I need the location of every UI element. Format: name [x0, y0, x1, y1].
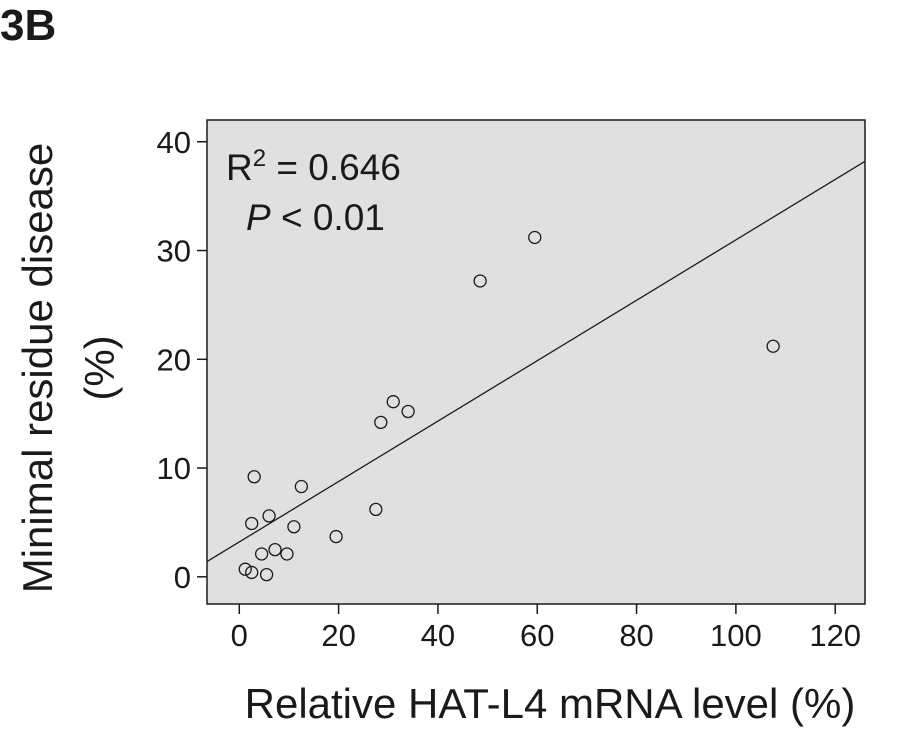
p-value: < 0.01 [271, 197, 385, 238]
y-tick-label-10: 10 [157, 451, 191, 486]
data-point-19 [766, 339, 780, 353]
data-point-16 [401, 404, 415, 419]
y-tick-label-40: 40 [157, 125, 191, 160]
fit-line-group [206, 160, 866, 563]
x-tick-label-40: 40 [421, 618, 455, 653]
x-tick-label-120: 120 [809, 618, 861, 653]
data-point-6 [280, 547, 294, 561]
x-axis: 0 20 40 60 80 100 120 [231, 604, 861, 653]
y-axis-title-line2: (%) [76, 335, 123, 400]
x-tick-label-20: 20 [321, 618, 355, 653]
data-point-18 [528, 230, 542, 245]
panel-label: 3B [0, 1, 57, 50]
data-point-12 [329, 529, 343, 544]
data-point-13 [369, 502, 383, 517]
points-group [238, 230, 780, 582]
x-tick-label-60: 60 [520, 618, 554, 653]
data-point-2 [245, 565, 259, 580]
data-point-1 [238, 562, 252, 576]
data-point-4 [254, 547, 269, 561]
y-tick-label-20: 20 [157, 342, 191, 377]
y-axis-title-line1: Minimal residue disease [14, 143, 61, 594]
data-point-8 [262, 509, 276, 523]
y-axis: 0 10 20 30 40 [157, 125, 207, 595]
regression-line [206, 160, 866, 563]
data-point-11 [294, 479, 309, 494]
r2-prefix: R [226, 147, 253, 188]
r2-superscript: 2 [253, 145, 266, 172]
x-axis-title: Relative HAT-L4 mRNA level (%) [245, 680, 856, 727]
data-point-9 [287, 520, 301, 534]
y-tick-label-0: 0 [174, 560, 191, 595]
r-squared-annotation: R2 = 0.646 [226, 145, 401, 188]
p-value-annotation: P < 0.01 [246, 197, 385, 238]
p-symbol: P [246, 197, 271, 238]
y-tick-label-30: 30 [157, 234, 191, 269]
data-point-5 [268, 542, 282, 557]
data-point-15 [386, 395, 400, 409]
x-tick-label-0: 0 [231, 618, 248, 653]
x-tick-label-100: 100 [710, 618, 762, 653]
x-tick-label-80: 80 [619, 618, 653, 653]
data-point-7 [245, 516, 259, 531]
data-point-3 [259, 567, 274, 582]
data-point-14 [374, 415, 388, 430]
data-point-10 [247, 470, 261, 484]
r2-value: = 0.646 [266, 147, 401, 188]
data-point-17 [473, 274, 487, 288]
